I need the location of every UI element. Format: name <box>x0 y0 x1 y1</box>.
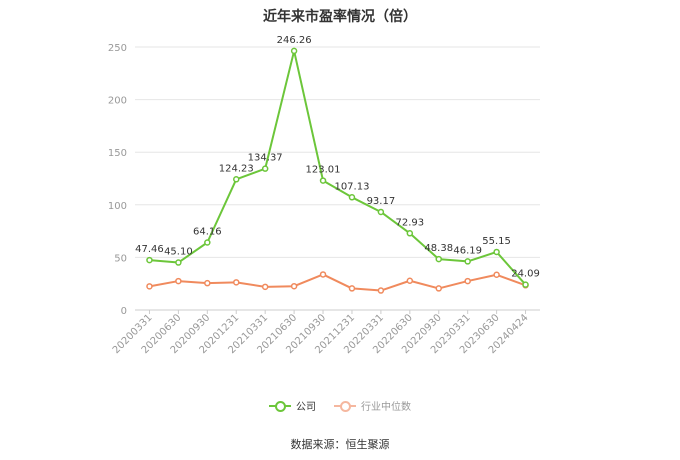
data-label: 24.09 <box>511 269 540 280</box>
data-label: 46.19 <box>453 245 482 256</box>
legend-line-icon <box>334 400 356 412</box>
data-point <box>406 230 414 237</box>
data-point <box>204 279 211 287</box>
data-label: 93.17 <box>367 196 396 207</box>
data-point <box>464 258 471 265</box>
data-point <box>435 255 442 263</box>
data-point <box>146 283 153 290</box>
data-point <box>435 285 442 292</box>
data-point <box>406 277 414 285</box>
series <box>146 47 529 294</box>
data-label: 64.16 <box>193 227 222 238</box>
data-label: 134.37 <box>248 153 283 164</box>
data-label: 123.01 <box>306 165 341 176</box>
grid <box>135 46 540 311</box>
y-axis: 0 50 100 150 200 250 <box>108 43 127 317</box>
data-label: 124.23 <box>219 163 254 174</box>
data-point <box>175 259 182 266</box>
legend-item-industry-median[interactable]: 行业中位数 <box>334 398 411 413</box>
data-point <box>233 176 240 183</box>
data-label: 48.38 <box>424 243 453 254</box>
data-point <box>175 277 182 285</box>
data-point <box>348 285 356 292</box>
data-point <box>319 271 327 278</box>
data-label: 107.13 <box>334 181 369 192</box>
data-point <box>377 208 385 216</box>
legend-item-company[interactable]: 公司 <box>269 398 316 413</box>
data-point <box>319 177 327 184</box>
y-tick-label: 250 <box>108 43 127 54</box>
legend-label: 行业中位数 <box>361 402 411 413</box>
data-source: 数据来源：恒生聚源 <box>290 438 390 451</box>
data-point <box>377 287 385 294</box>
data-point <box>233 279 240 286</box>
data-point <box>522 281 529 288</box>
y-tick-label: 200 <box>108 96 127 107</box>
y-tick-label: 100 <box>108 201 127 212</box>
y-tick-label: 0 <box>121 306 127 317</box>
data-point <box>493 271 500 279</box>
data-point <box>204 239 211 246</box>
data-point <box>146 256 153 264</box>
y-tick-label: 50 <box>114 253 127 264</box>
data-point <box>290 282 298 290</box>
data-point <box>261 165 269 172</box>
data-label: 55.15 <box>482 236 511 247</box>
chart-title: 近年来市盈率情况（倍） <box>263 9 417 25</box>
data-label: 72.93 <box>396 217 425 228</box>
line-chart: 0 50 100 150 200 250 202003312020063020200930… <box>108 35 540 356</box>
data-point <box>261 283 269 291</box>
series-line <box>149 273 526 292</box>
legend-line-icon <box>269 400 291 412</box>
y-tick-label: 150 <box>108 148 127 159</box>
data-point <box>290 47 298 55</box>
legend-label: 公司 <box>296 402 316 413</box>
data-point <box>464 277 471 285</box>
data-point <box>493 248 500 256</box>
legend: 公司 行业中位数 <box>0 398 680 413</box>
data-label: 47.46 <box>135 244 164 255</box>
data-point <box>348 194 356 201</box>
series-line <box>149 49 527 286</box>
data-label: 246.26 <box>277 35 312 46</box>
x-axis: 2020033120200630202009302020123120210331… <box>111 309 540 356</box>
data-label: 45.10 <box>164 247 193 258</box>
